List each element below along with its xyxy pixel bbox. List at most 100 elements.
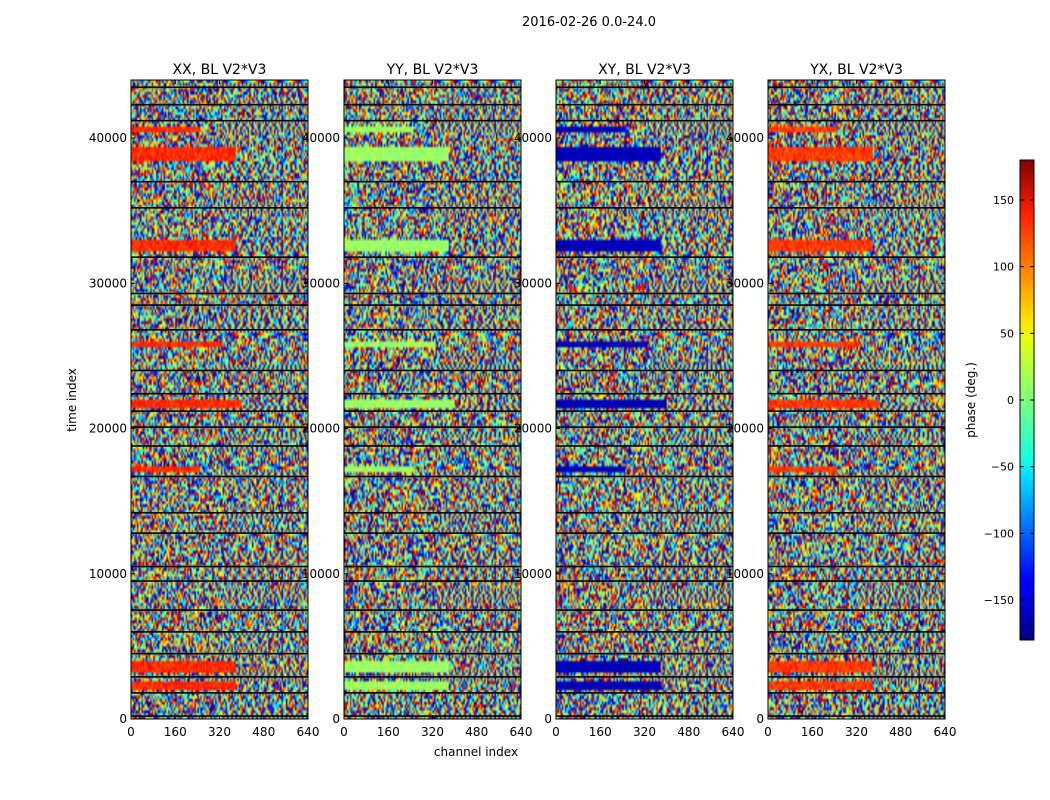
colorbar-tick-label: 150: [993, 194, 1014, 207]
x-tick-label: 640: [722, 725, 745, 739]
flagged-row: [131, 410, 308, 412]
y-tick-label: 40000: [726, 131, 764, 145]
y-tick-label: 0: [332, 712, 340, 726]
flagged-row: [768, 119, 945, 122]
flagged-row: [556, 609, 733, 611]
flagged-row: [556, 304, 733, 306]
flagged-row: [768, 410, 945, 412]
flagged-row: [131, 207, 308, 209]
y-tick-label: 10000: [726, 567, 764, 581]
flagged-row: [131, 304, 308, 306]
phase-image: [344, 80, 521, 719]
flagged-row: [556, 256, 733, 258]
y-tick-label: 20000: [302, 422, 340, 436]
flagged-row: [768, 511, 945, 514]
flagged-row: [131, 86, 308, 89]
y-tick-label: 10000: [89, 567, 127, 581]
flagged-row: [131, 256, 308, 258]
flagged-row: [131, 631, 308, 633]
panel-title: XX, BL V2*V3: [173, 62, 267, 78]
flagged-row: [131, 609, 308, 611]
flagged-row: [556, 511, 733, 514]
x-tick-label: 480: [465, 725, 488, 739]
phase-image: [131, 80, 308, 719]
flagged-row: [768, 426, 945, 428]
y-tick-label: 30000: [514, 276, 552, 290]
flagged-row: [556, 292, 733, 295]
x-tick-label: 480: [677, 725, 700, 739]
flagged-row: [768, 103, 945, 106]
flagged-row: [344, 609, 521, 611]
colorbar-tick-label: −100: [984, 527, 1014, 540]
y-tick-label: 20000: [89, 422, 127, 436]
colorbar-tick-label: −150: [984, 594, 1014, 607]
flagged-row: [344, 532, 521, 534]
x-tick-label: 0: [552, 725, 560, 739]
flagged-row: [556, 580, 733, 582]
flagged-row: [131, 511, 308, 514]
flagged-row: [344, 511, 521, 514]
flagged-row: [556, 103, 733, 106]
y-axis-label: time index: [65, 368, 79, 432]
y-tick-label: 40000: [514, 131, 552, 145]
y-tick-label: 40000: [89, 131, 127, 145]
x-axis-label: channel index: [434, 745, 518, 759]
flagged-row: [768, 652, 945, 655]
flagged-row: [768, 580, 945, 582]
flagged-row: [556, 180, 733, 183]
flagged-row: [131, 180, 308, 183]
panels: XX, BL V2*V3 0 160 320 480 640 0 10000 20000 3000…: [89, 62, 957, 739]
flagged-row: [556, 207, 733, 209]
flagged-row: [556, 369, 733, 372]
flagged-row: [131, 652, 308, 655]
x-tick-label: 640: [510, 725, 533, 739]
colorbar-tick-label: 50: [1000, 327, 1014, 340]
y-tick-label: 30000: [302, 276, 340, 290]
flagged-row: [556, 692, 733, 694]
flagged-row: [131, 369, 308, 372]
flagged-row: [768, 304, 945, 306]
flagged-row: [768, 676, 945, 678]
panel: YY, BL V2*V3 0 160 320 480 640 0 10000 20000 3000…: [302, 62, 533, 739]
flagged-row: [344, 304, 521, 306]
flagged-row: [131, 676, 308, 678]
flagged-row: [131, 565, 308, 568]
flagged-row: [131, 103, 308, 106]
y-tick-label: 10000: [302, 567, 340, 581]
flagged-row: [768, 180, 945, 183]
panel-title: YX, BL V2*V3: [809, 62, 903, 78]
flagged-row: [768, 392, 945, 395]
flagged-row: [131, 532, 308, 534]
x-tick-label: 160: [377, 725, 400, 739]
colorbar-ticks: −150 −100 −50 0 50 100 150: [984, 194, 1034, 607]
flagged-row: [131, 580, 308, 582]
x-tick-label: 640: [297, 725, 320, 739]
flagged-row: [131, 445, 308, 447]
panel: XX, BL V2*V3 0 160 320 480 640 0 10000 20000 3000…: [89, 62, 320, 739]
x-tick-label: 640: [934, 725, 957, 739]
flagged-row: [131, 328, 308, 331]
flagged-row: [344, 180, 521, 183]
x-tick-label: 160: [801, 725, 824, 739]
flagged-row: [768, 328, 945, 331]
y-tick-label: 0: [119, 712, 127, 726]
x-tick-label: 160: [589, 725, 612, 739]
flagged-row: [344, 292, 521, 295]
y-tick-label: 0: [756, 712, 764, 726]
x-tick-label: 0: [127, 725, 135, 739]
flagged-row: [768, 369, 945, 372]
flagged-row: [556, 426, 733, 428]
colorbar-tick-label: −50: [991, 461, 1014, 474]
flagged-row: [768, 445, 945, 447]
panel: YX, BL V2*V3 0 160 320 480 640 0 10000 20000 3000…: [726, 62, 957, 739]
flagged-row: [768, 532, 945, 534]
flagged-row: [768, 292, 945, 295]
flagged-row: [344, 676, 521, 678]
x-tick-label: 480: [252, 725, 275, 739]
flagged-row: [344, 392, 521, 395]
flagged-row: [344, 652, 521, 655]
flagged-row: [556, 445, 733, 447]
flagged-row: [344, 410, 521, 412]
flagged-row: [131, 692, 308, 694]
